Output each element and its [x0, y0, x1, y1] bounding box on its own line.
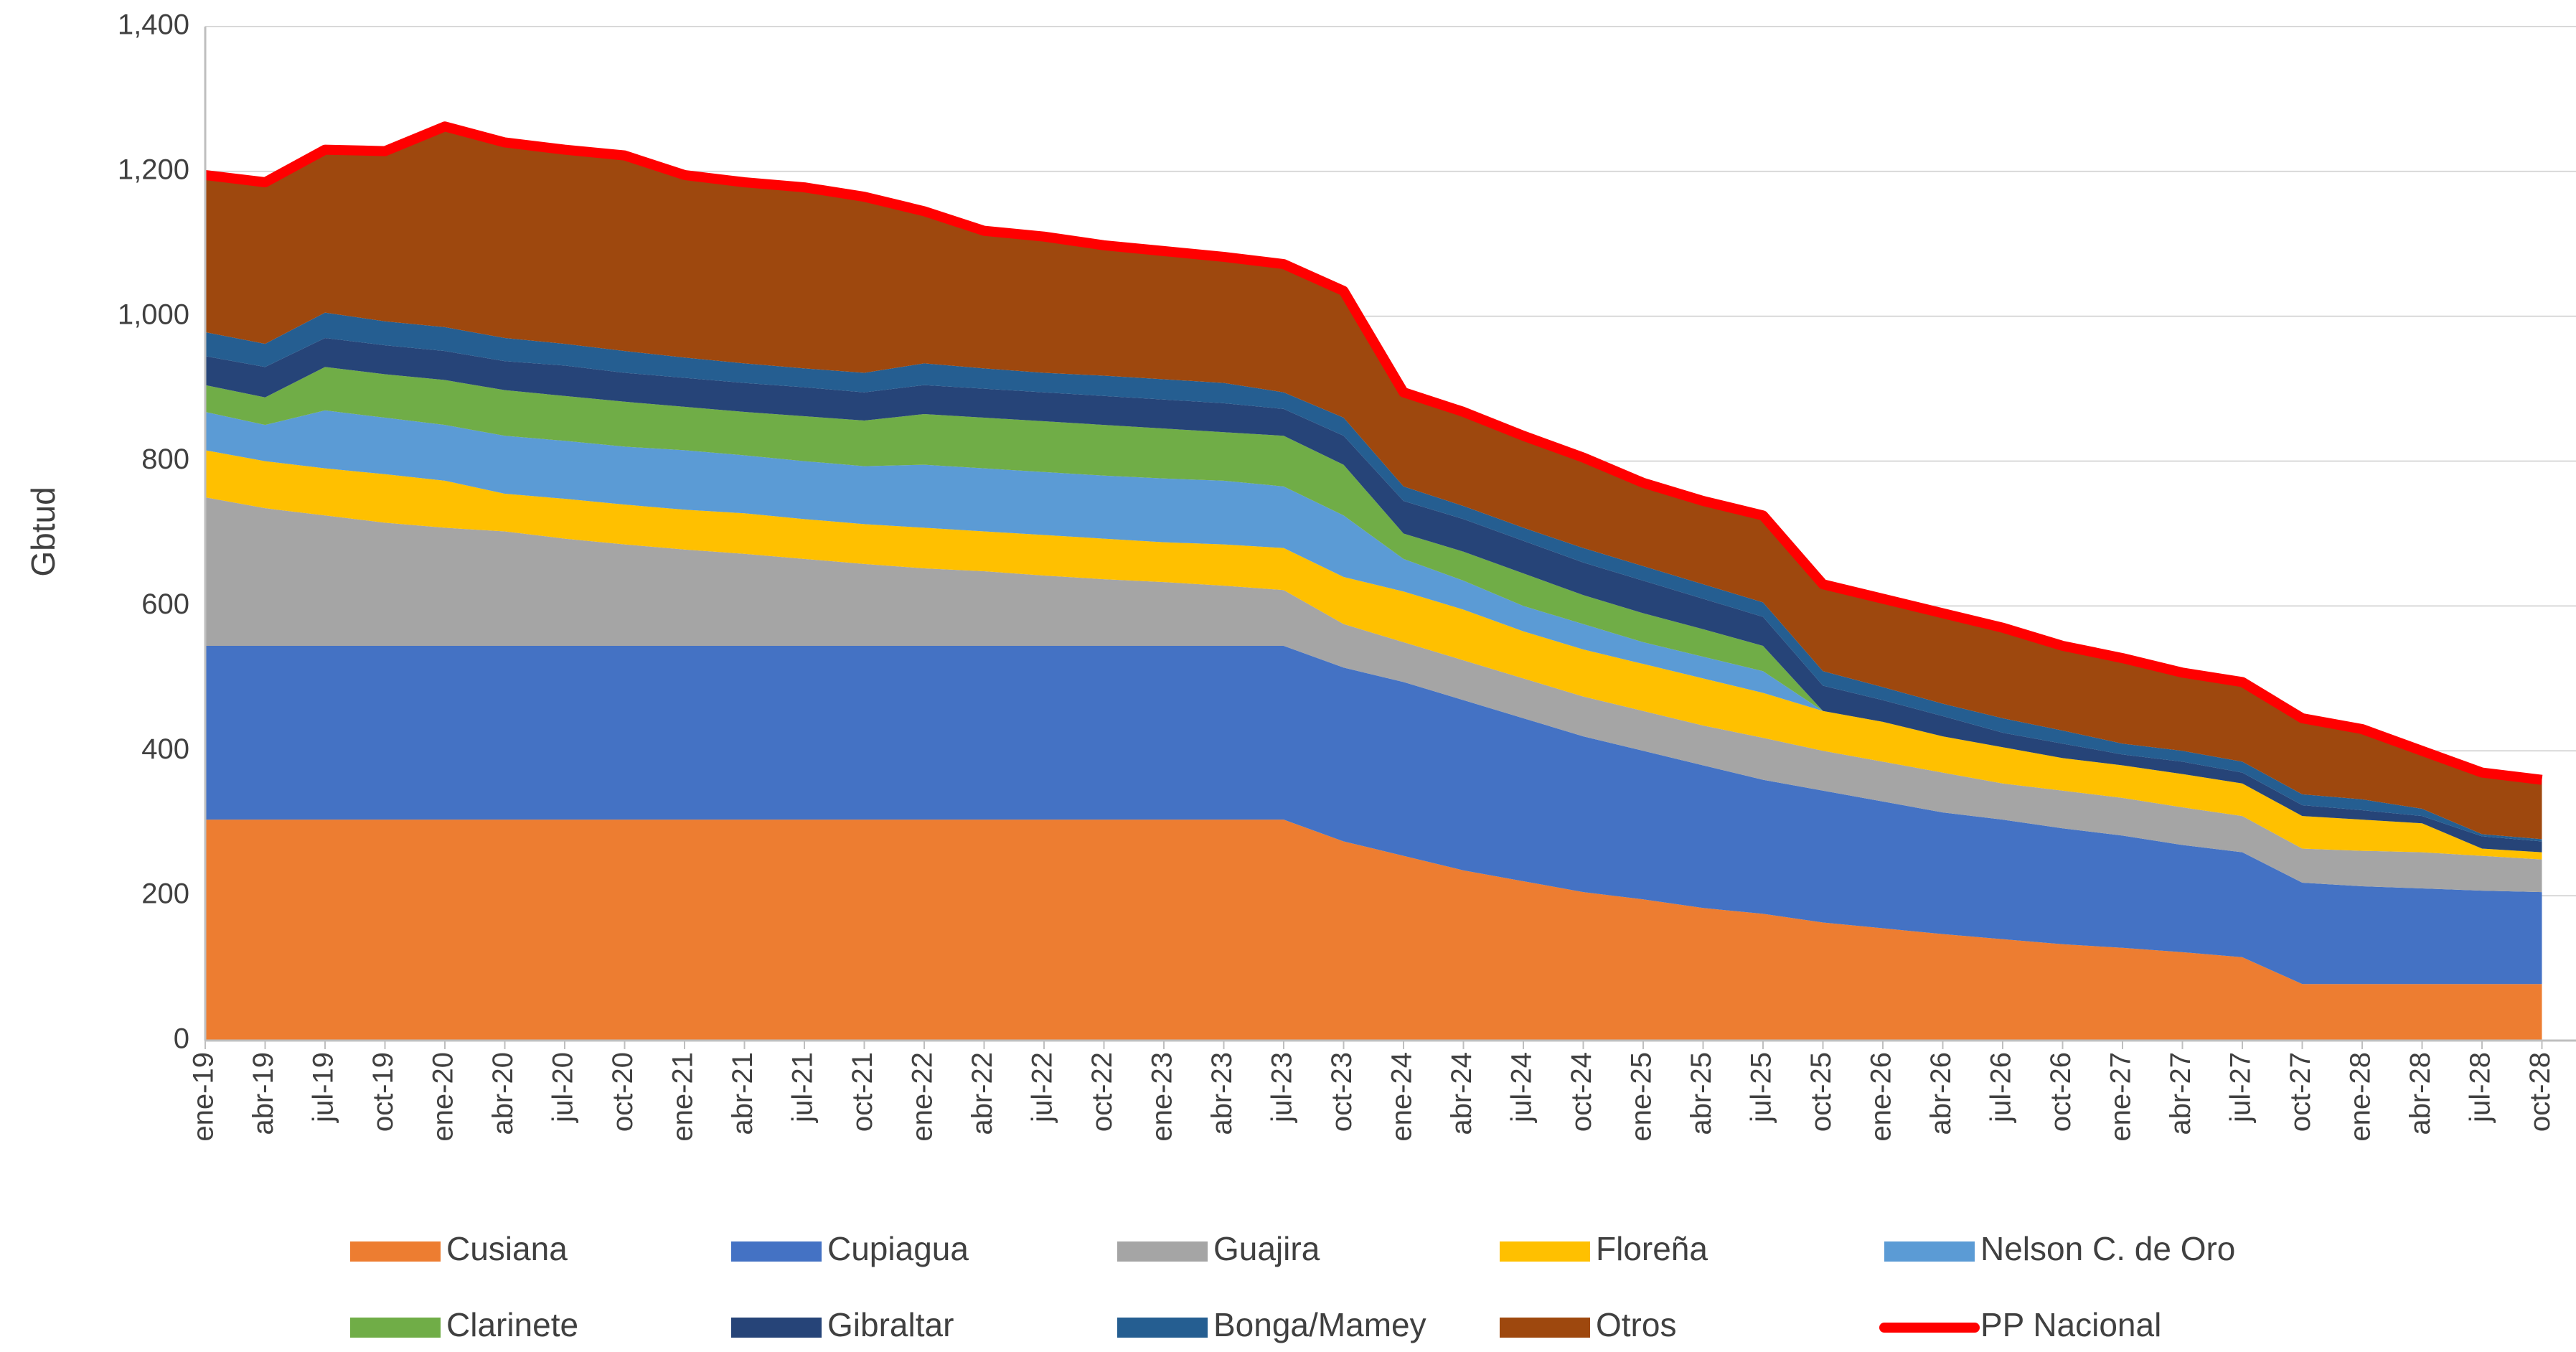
legend-label: Floreña [1596, 1230, 1708, 1267]
area [205, 312, 2542, 842]
y-tick-label: 600 [141, 588, 189, 620]
x-tick-label: jul-25 [1746, 1052, 1777, 1123]
x-tick-label: oct-22 [1086, 1052, 1118, 1132]
legend-label: Clarinete [446, 1306, 578, 1343]
x-tick-label: abr-20 [487, 1052, 519, 1135]
x-tick-label: oct-28 [2524, 1052, 2556, 1132]
x-tick-label: oct-26 [2045, 1052, 2077, 1132]
x-tick-label: ene-26 [1866, 1052, 1897, 1142]
y-tick-label: 200 [141, 878, 189, 910]
y-tick-label: 1,200 [118, 154, 189, 185]
area [205, 645, 2542, 985]
y-tick-label: 1,400 [118, 9, 189, 41]
y-tick-label: 1,000 [118, 299, 189, 330]
x-tick-label: ene-25 [1626, 1052, 1658, 1142]
area [205, 367, 2542, 853]
legend-swatch [1500, 1241, 1590, 1262]
legend-swatch [731, 1241, 822, 1262]
x-tick-label: jul-28 [2465, 1052, 2496, 1123]
y-axis-label: Gbtud [24, 487, 62, 576]
x-tick-label: ene-24 [1386, 1052, 1418, 1142]
x-tick-label: abr-23 [1206, 1052, 1238, 1135]
legend-swatch [731, 1318, 822, 1338]
y-tick-label: 800 [141, 443, 189, 475]
x-tick-label: oct-21 [847, 1052, 878, 1132]
legend-label: Cupiagua [827, 1230, 969, 1267]
legend-label: Guajira [1213, 1230, 1320, 1267]
x-tick-label: ene-20 [428, 1052, 459, 1142]
x-tick-label: ene-23 [1147, 1052, 1178, 1142]
legend-label: Otros [1596, 1306, 1676, 1343]
x-tick-label: ene-28 [2345, 1052, 2377, 1142]
legend-swatch [350, 1318, 441, 1338]
x-tick-label: jul-20 [547, 1052, 579, 1123]
legend-label: Gibraltar [827, 1306, 954, 1343]
legend-swatch [1117, 1241, 1208, 1262]
x-tick-label: abr-25 [1686, 1052, 1717, 1135]
y-tick-label: 400 [141, 733, 189, 765]
x-tick-label: jul-19 [308, 1052, 339, 1123]
x-tick-label: jul-26 [1985, 1052, 2017, 1123]
legend-swatch [1884, 1241, 1975, 1262]
x-tick-label: jul-22 [1027, 1052, 1058, 1123]
legend-swatch [1500, 1318, 1590, 1338]
legend-label: Nelson C. de Oro [1980, 1230, 2235, 1267]
legend-label: PP Nacional [1980, 1306, 2161, 1343]
x-tick-label: abr-28 [2405, 1052, 2436, 1135]
x-tick-label: abr-19 [248, 1052, 279, 1135]
x-tick-label: ene-27 [2105, 1052, 2137, 1142]
legend-label: Bonga/Mamey [1213, 1306, 1426, 1343]
x-tick-label: abr-26 [1925, 1052, 1957, 1135]
x-tick-label: oct-27 [2285, 1052, 2316, 1132]
line [205, 121, 2543, 785]
x-tick-label: jul-27 [2225, 1052, 2257, 1123]
legend-label: Cusiana [446, 1230, 568, 1267]
x-tick-label: ene-19 [188, 1052, 220, 1142]
x-tick-label: oct-24 [1566, 1052, 1597, 1132]
x-tick-label: abr-21 [727, 1052, 758, 1135]
x-tick-label: abr-27 [2165, 1052, 2196, 1135]
legend-swatch [350, 1241, 441, 1262]
x-tick-label: ene-21 [667, 1052, 699, 1142]
area [205, 337, 2542, 853]
x-tick-label: ene-22 [907, 1052, 939, 1142]
x-tick-label: oct-19 [367, 1052, 399, 1132]
x-tick-label: jul-23 [1266, 1052, 1298, 1123]
x-tick-label: oct-25 [1805, 1052, 1837, 1132]
area [205, 820, 2542, 1041]
area [205, 126, 2542, 840]
area [205, 497, 2542, 893]
x-tick-label: jul-24 [1506, 1052, 1538, 1123]
x-tick-label: abr-24 [1446, 1052, 1477, 1135]
x-tick-label: jul-21 [787, 1052, 819, 1123]
legend-swatch [1117, 1318, 1208, 1338]
x-tick-label: oct-23 [1326, 1052, 1358, 1132]
x-tick-label: abr-22 [967, 1052, 998, 1135]
y-tick-label: 0 [174, 1023, 189, 1055]
area [205, 450, 2542, 860]
area [205, 410, 2542, 853]
x-tick-label: oct-20 [607, 1052, 639, 1132]
